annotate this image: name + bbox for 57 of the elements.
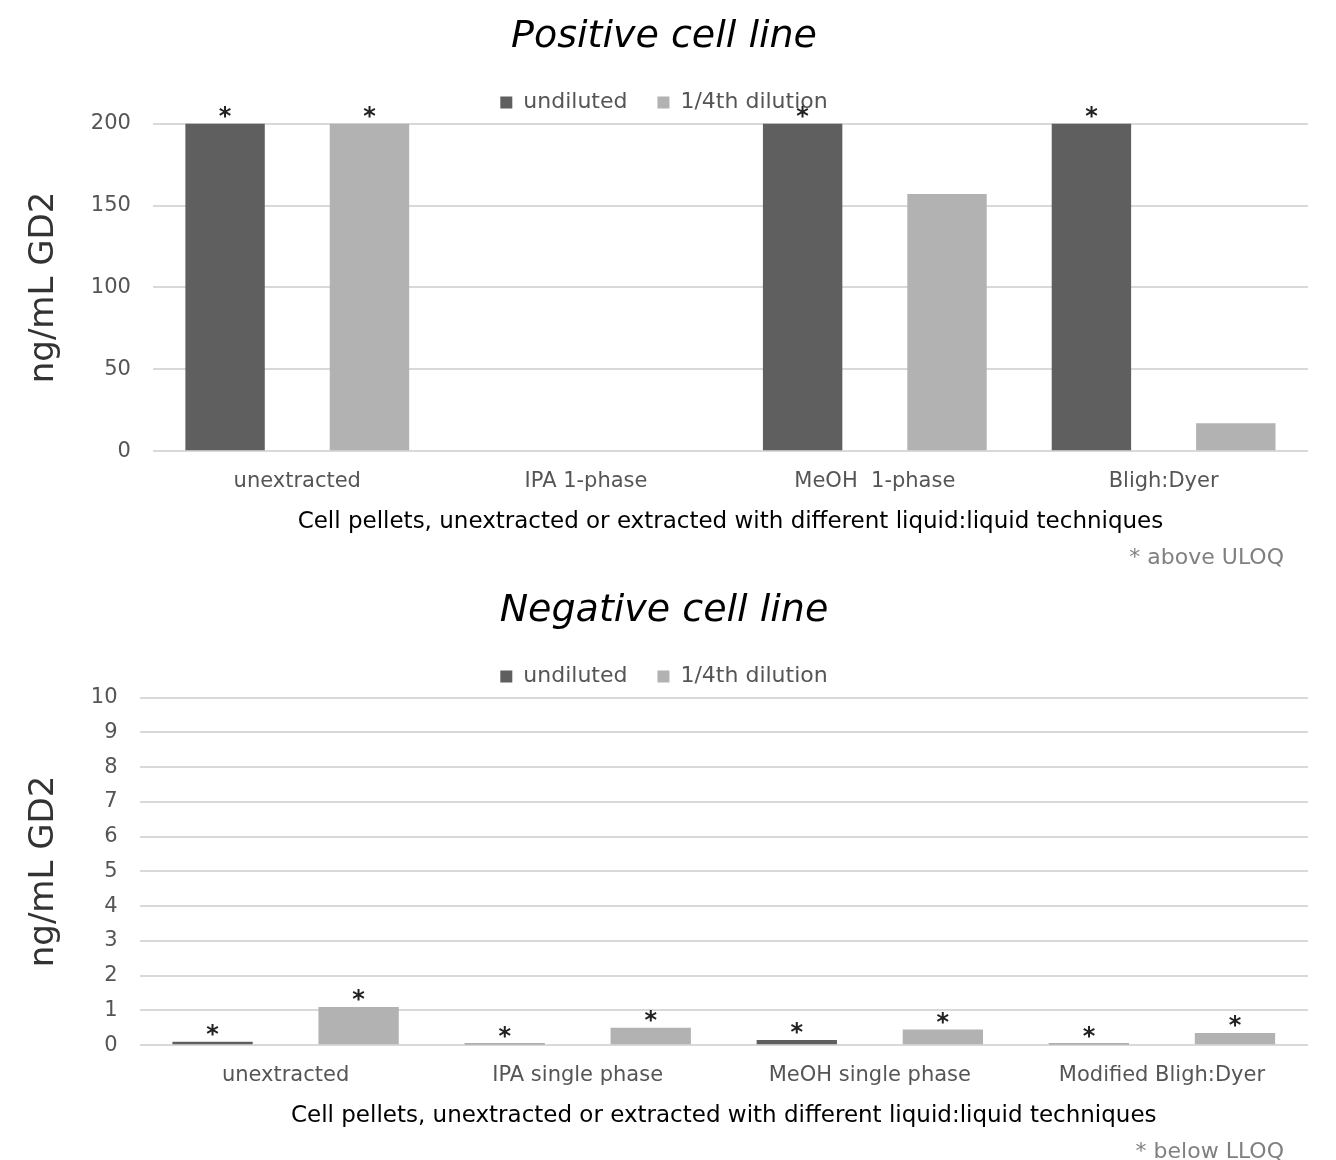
x-axis-title: Cell pellets, unextracted or extracted with different liquid:liquid techniques — [290, 1101, 1157, 1128]
y-tick-label: 100 — [90, 273, 131, 298]
bar — [185, 123, 265, 451]
x-tick-label: IPA 1-phase — [524, 468, 648, 493]
x-tick-label: unextracted — [233, 468, 361, 493]
data-label: * — [1085, 101, 1099, 130]
chart-title: Negative cell line — [499, 585, 829, 630]
data-label: * — [206, 1019, 220, 1048]
data-label: * — [790, 1018, 804, 1047]
x-tick-label: MeOH single phase — [768, 1062, 971, 1087]
data-label: * — [363, 101, 377, 130]
y-tick-label: 1 — [104, 996, 118, 1021]
text: * above ULOQ — [1128, 543, 1285, 571]
bar — [1051, 123, 1132, 451]
bar — [1196, 423, 1276, 451]
y-tick-label: 4 — [104, 892, 118, 917]
y-axis-title: ng/mL GD2 — [21, 775, 62, 968]
y-tick-label: 7 — [104, 788, 118, 813]
legend-label: 1/4th dilution — [680, 662, 828, 688]
x-axis-title: Cell pellets, unextracted or extracted with different liquid:liquid techniques — [297, 507, 1164, 534]
bar — [1194, 1033, 1276, 1045]
y-tick-label: 200 — [90, 110, 131, 135]
legend-label: undiluted — [523, 88, 628, 114]
y-tick-label: 10 — [90, 684, 118, 709]
bar — [907, 194, 987, 451]
y-tick-label: 3 — [104, 927, 118, 952]
x-tick-label: IPA single phase — [492, 1062, 664, 1087]
bar — [902, 1029, 984, 1045]
text: * below LLOQ — [1134, 1137, 1285, 1160]
y-tick-label: 0 — [104, 1031, 118, 1056]
x-tick-label: Bligh:Dyer — [1108, 468, 1219, 493]
y-tick-label: 50 — [104, 355, 131, 380]
bar — [610, 1027, 691, 1045]
data-label: * — [1228, 1011, 1242, 1040]
chart-title: Positive cell line — [511, 11, 817, 56]
y-tick-label: 8 — [104, 753, 118, 778]
y-tick-label: 9 — [104, 718, 118, 743]
data-label: * — [1082, 1021, 1096, 1050]
bar — [318, 1006, 399, 1045]
bar — [762, 123, 843, 451]
x-tick-label: Modified Bligh:Dyer — [1058, 1062, 1266, 1087]
x-tick-label: unextracted — [221, 1062, 350, 1087]
data-label: * — [352, 985, 366, 1014]
data-label: * — [218, 101, 232, 130]
data-label: * — [498, 1021, 512, 1050]
x-tick-label: MeOH 1-phase — [794, 468, 956, 493]
legend-label: undiluted — [523, 662, 628, 688]
y-tick-label: 6 — [104, 823, 118, 848]
y-tick-label: 2 — [104, 962, 118, 987]
y-tick-label: 5 — [104, 857, 118, 882]
data-label: * — [936, 1007, 950, 1036]
bar — [329, 123, 410, 451]
bar — [756, 1039, 837, 1045]
y-axis-title: ng/mL GD2 — [21, 191, 62, 384]
y-tick-label: 150 — [90, 191, 131, 216]
data-label: * — [644, 1006, 658, 1035]
y-tick-label: 0 — [117, 437, 131, 462]
